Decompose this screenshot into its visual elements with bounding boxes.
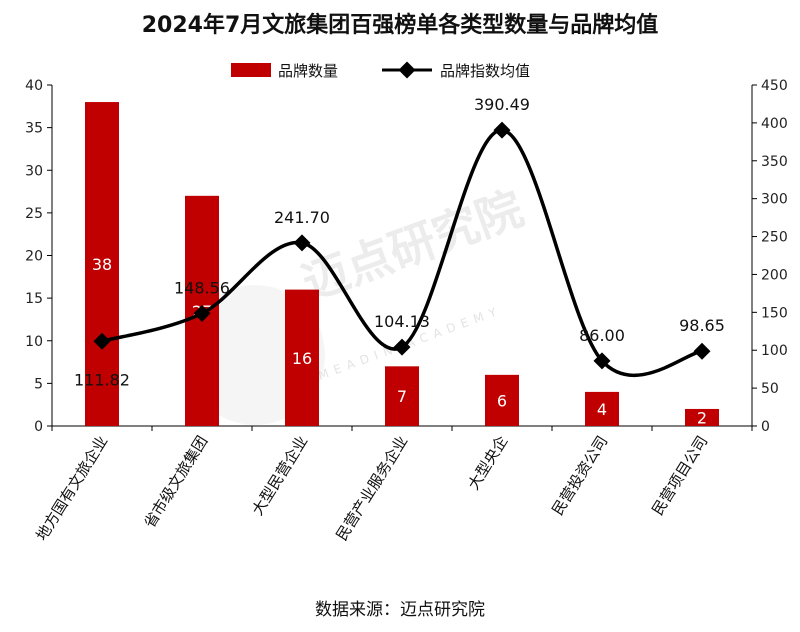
legend-bar-swatch (231, 63, 271, 77)
left-tick-label: 10 (25, 334, 43, 350)
left-tick-label: 30 (25, 163, 43, 179)
line-value-label: 86.00 (579, 326, 625, 345)
left-tick-label: 15 (25, 291, 43, 307)
bar-value-label: 4 (597, 400, 607, 419)
line-value-label: 390.49 (474, 95, 530, 114)
bar-value-label: 7 (397, 387, 407, 406)
watermark-text: 迈点研究院 (295, 181, 530, 310)
category-label: 民营项目公司 (648, 433, 711, 519)
line-value-label: 241.70 (274, 208, 330, 227)
right-tick-label: 50 (761, 381, 779, 397)
line-value-label: 98.65 (679, 316, 725, 335)
watermark: 迈点研究院 MEADIN ACADEMY (185, 181, 530, 425)
line-point (493, 121, 511, 139)
left-tick-label: 5 (34, 376, 43, 392)
category-label: 民营投资公司 (548, 433, 611, 519)
bar-value-labels: 3827167642 (92, 255, 707, 427)
right-tick-label: 350 (761, 154, 788, 170)
category-label: 大型民营企业 (248, 433, 311, 519)
bar-series (85, 102, 719, 427)
right-tick-label: 200 (761, 267, 788, 283)
line-point (293, 234, 311, 252)
right-tick-label: 0 (761, 419, 770, 435)
right-tick-label: 450 (761, 78, 788, 94)
chart-title: 2024年7月文旅集团百强榜单各类型数量与品牌均值 (142, 12, 659, 38)
line-point (693, 342, 711, 360)
line-point (593, 352, 611, 370)
category-label: 民营产业服务企业 (333, 433, 412, 544)
line-value-labels: 111.82 148.56 241.70 104.13 390.49 86.00 98.65 (74, 95, 725, 389)
bar-value-label: 16 (292, 349, 312, 368)
bar-value-label: 2 (697, 408, 707, 427)
axes: 0510152025303540050100150200250300350400… (25, 78, 788, 435)
bar (685, 408, 719, 426)
bar-value-label: 38 (92, 255, 112, 274)
source-note: 数据来源：迈点研究院 (315, 600, 485, 620)
line-value-label: 104.13 (374, 312, 430, 331)
right-tick-label: 400 (761, 116, 788, 132)
right-tick-label: 150 (761, 305, 788, 321)
line-series (93, 121, 711, 377)
left-tick-label: 40 (25, 78, 43, 94)
line-point (193, 304, 211, 322)
bar (385, 366, 419, 426)
right-tick-label: 250 (761, 230, 788, 246)
bar (585, 391, 619, 426)
line-value-label: 111.82 (74, 370, 130, 389)
bar (85, 102, 119, 427)
line-point (93, 332, 111, 350)
bar-value-label: 6 (497, 391, 507, 410)
bar (285, 289, 319, 426)
category-labels: 地方国有文旅企业 省市级文旅集团 大型民营企业 民营产业服务企业 大型央企 民营投资公司民… (33, 433, 712, 544)
left-tick-label: 35 (25, 121, 43, 137)
line-point (393, 338, 411, 356)
category-label: 大型央企 (464, 433, 511, 493)
left-tick-label: 25 (25, 206, 43, 222)
right-tick-label: 100 (761, 343, 788, 359)
bar (485, 374, 519, 426)
legend-line-label: 品牌指数均值 (440, 62, 530, 80)
line-value-label: 148.56 (174, 278, 230, 297)
right-tick-label: 300 (761, 192, 788, 208)
line-path (101, 128, 703, 377)
category-label: 省市级文旅集团 (140, 433, 211, 532)
category-label: 地方国有文旅企业 (33, 433, 112, 544)
legend-bar-label: 品牌数量 (278, 62, 338, 80)
legend-line-marker (398, 61, 416, 79)
left-tick-label: 20 (25, 249, 43, 265)
left-tick-label: 0 (34, 419, 43, 435)
legend: 品牌数量 品牌指数均值 (231, 61, 530, 80)
